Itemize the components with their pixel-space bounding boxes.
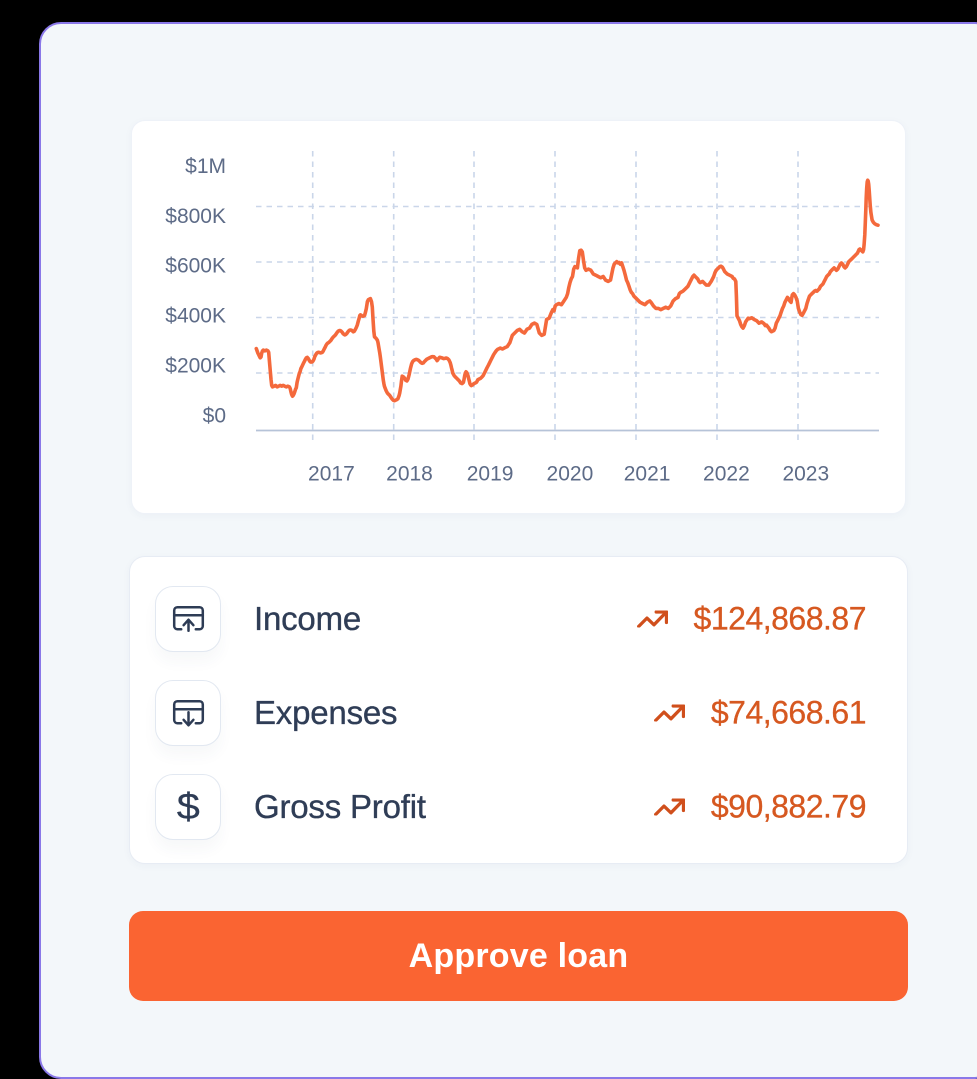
svg-text:2022: 2022 [703,463,750,486]
svg-text:$200K: $200K [165,355,226,378]
svg-text:2019: 2019 [467,463,514,486]
svg-text:$800K: $800K [165,205,226,228]
svg-text:2020: 2020 [547,463,594,486]
svg-text:$400K: $400K [165,305,226,328]
svg-text:2017: 2017 [308,463,355,486]
svg-text:2021: 2021 [624,463,671,486]
svg-text:$1M: $1M [185,155,226,178]
svg-text:2023: 2023 [782,463,829,486]
svg-text:$0: $0 [203,405,226,428]
svg-text:2018: 2018 [386,463,433,486]
svg-text:$600K: $600K [165,255,226,278]
